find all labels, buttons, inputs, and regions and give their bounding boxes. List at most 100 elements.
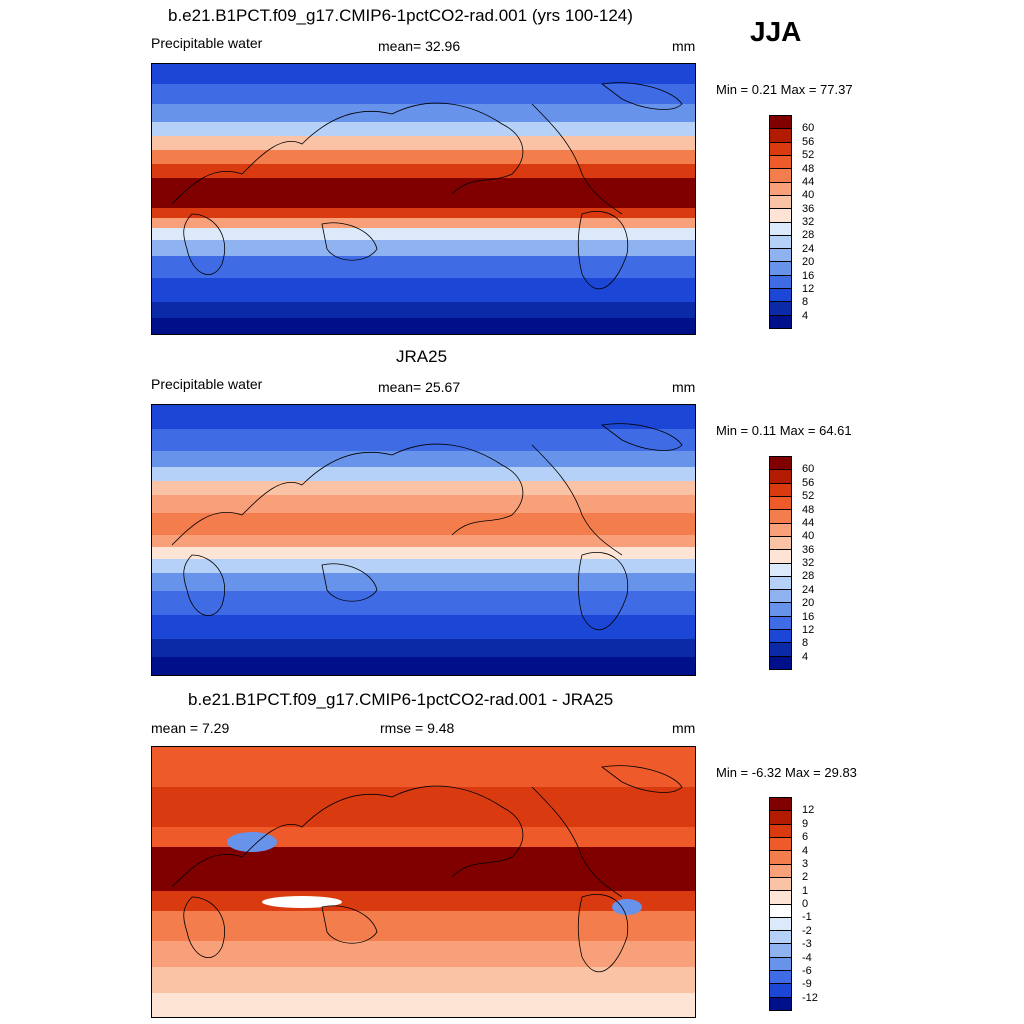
colorbar-cell bbox=[770, 837, 791, 852]
colorbar-cell bbox=[770, 142, 791, 156]
panel-3-units: mm bbox=[672, 720, 696, 736]
colorbar-tick-label: 12 bbox=[802, 623, 815, 636]
colorbar-tick-label: 4 bbox=[802, 650, 809, 663]
panel-2-variable-label: Precipitable water bbox=[151, 376, 263, 392]
panel-1-title: b.e21.B1PCT.f09_g17.CMIP6-1pctCO2-rad.00… bbox=[168, 6, 633, 25]
panel-1-colorbar-labels: 60 56 52 48 44 40 36 32 28 24 20 16 12 8 4 bbox=[802, 115, 842, 329]
colorbar-cell bbox=[770, 603, 791, 617]
colorbar-tick-label: 12 bbox=[802, 804, 815, 817]
colorbar-tick-label: 4 bbox=[802, 309, 809, 322]
panel-2-colorbar bbox=[769, 456, 792, 670]
colorbar-tick-label: 36 bbox=[802, 202, 815, 215]
colorbar-tick-label: 32 bbox=[802, 557, 815, 569]
colorbar-cell bbox=[770, 169, 791, 183]
colorbar-tick-label: 48 bbox=[802, 503, 815, 516]
colorbar-cell bbox=[770, 523, 791, 537]
colorbar-tick-label: 24 bbox=[802, 583, 815, 596]
colorbar-cell bbox=[770, 971, 791, 985]
colorbar-tick-label: 3 bbox=[802, 857, 809, 870]
panel-3-colorbar bbox=[769, 797, 792, 1011]
colorbar-cell bbox=[770, 249, 791, 263]
colorbar-cell bbox=[770, 209, 791, 223]
panel-3-colorbar-labels: 12 9 6 4 3 2 1 0 -1 -2 -3 -4 -6 -9 -12 bbox=[802, 797, 842, 1011]
panel-3-mean-label: mean = 7.29 bbox=[151, 720, 230, 736]
panel-1-variable-label: Precipitable water bbox=[151, 35, 263, 51]
colorbar-cell bbox=[770, 851, 791, 865]
colorbar-cell bbox=[770, 182, 791, 196]
colorbar-tick-label: 16 bbox=[802, 269, 815, 282]
colorbar-tick-label: 32 bbox=[802, 216, 815, 228]
colorbar-tick-label: 60 bbox=[802, 122, 815, 135]
colorbar-tick-label: 12 bbox=[802, 282, 815, 295]
colorbar-tick-label: -1 bbox=[802, 911, 812, 924]
colorbar-tick-label: 20 bbox=[802, 597, 815, 610]
colorbar-cell bbox=[770, 222, 791, 236]
colorbar-tick-label: 24 bbox=[802, 242, 815, 255]
colorbar-cell bbox=[770, 931, 791, 945]
colorbar-cell bbox=[770, 275, 791, 290]
colorbar-tick-label: 9 bbox=[802, 817, 809, 830]
colorbar-cell bbox=[770, 630, 791, 644]
colorbar-cell bbox=[770, 656, 791, 669]
colorbar-tick-label: 1 bbox=[802, 884, 809, 897]
colorbar-cell bbox=[770, 643, 791, 657]
panel-3-map bbox=[151, 746, 696, 1018]
colorbar-cell bbox=[770, 483, 791, 497]
colorbar-cell bbox=[770, 457, 791, 471]
colorbar-cell bbox=[770, 470, 791, 484]
colorbar-tick-label: 52 bbox=[802, 490, 815, 503]
colorbar-tick-label: 48 bbox=[802, 162, 815, 175]
colorbar-cell bbox=[770, 616, 791, 631]
colorbar-cell bbox=[770, 904, 791, 918]
panel-3-rmse-label: rmse = 9.48 bbox=[380, 720, 455, 736]
colorbar-tick-label: -9 bbox=[802, 978, 812, 991]
colorbar-tick-label: 6 bbox=[802, 831, 809, 844]
colorbar-tick-label: 16 bbox=[802, 610, 815, 623]
colorbar-tick-label: 20 bbox=[802, 256, 815, 269]
colorbar-tick-label: 40 bbox=[802, 189, 815, 202]
panel-1-colorbar bbox=[769, 115, 792, 329]
colorbar-tick-label: 28 bbox=[802, 570, 815, 583]
colorbar-tick-label: 8 bbox=[802, 637, 809, 650]
colorbar-cell bbox=[770, 984, 791, 998]
colorbar-cell bbox=[770, 957, 791, 972]
colorbar-cell bbox=[770, 116, 791, 130]
panel-2-title: JRA25 bbox=[396, 347, 448, 366]
colorbar-cell bbox=[770, 550, 791, 564]
panel-1-units: mm bbox=[672, 38, 696, 54]
colorbar-cell bbox=[770, 195, 791, 210]
panel-3-minmax: Min = -6.32 Max = 29.83 bbox=[716, 765, 857, 780]
panel-2-colorbar-labels: 60 56 52 48 44 40 36 32 28 24 20 16 12 8 4 bbox=[802, 456, 842, 670]
colorbar-cell bbox=[770, 155, 791, 170]
colorbar-cell bbox=[770, 289, 791, 303]
panel-2-map bbox=[151, 404, 696, 676]
colorbar-cell bbox=[770, 917, 791, 932]
panel-3-title: b.e21.B1PCT.f09_g17.CMIP6-1pctCO2-rad.00… bbox=[188, 690, 614, 709]
colorbar-cell bbox=[770, 944, 791, 958]
colorbar-tick-label: 60 bbox=[802, 463, 815, 476]
panel-1-mean-label: mean= 32.96 bbox=[378, 38, 461, 54]
colorbar-cell bbox=[770, 235, 791, 250]
colorbar-tick-label: 44 bbox=[802, 516, 815, 529]
colorbar-tick-label: -2 bbox=[802, 924, 812, 937]
colorbar-cell bbox=[770, 877, 791, 892]
colorbar-tick-label: -4 bbox=[802, 951, 812, 964]
colorbar-tick-label: 56 bbox=[802, 135, 815, 148]
colorbar-cell bbox=[770, 824, 791, 838]
colorbar-cell bbox=[770, 496, 791, 511]
colorbar-tick-label: 36 bbox=[802, 543, 815, 556]
colorbar-cell bbox=[770, 536, 791, 551]
colorbar-cell bbox=[770, 262, 791, 276]
colorbar-cell bbox=[770, 811, 791, 825]
colorbar-cell bbox=[770, 997, 791, 1010]
colorbar-tick-label: 2 bbox=[802, 871, 809, 884]
colorbar-tick-label: 28 bbox=[802, 229, 815, 242]
colorbar-tick-label: 8 bbox=[802, 296, 809, 309]
colorbar-tick-label: -12 bbox=[802, 991, 818, 1004]
colorbar-cell bbox=[770, 510, 791, 524]
colorbar-cell bbox=[770, 563, 791, 577]
panel-1-minmax: Min = 0.21 Max = 77.37 bbox=[716, 82, 853, 97]
colorbar-tick-label: 40 bbox=[802, 530, 815, 543]
panel-1-map bbox=[151, 63, 696, 335]
colorbar-cell bbox=[770, 590, 791, 604]
